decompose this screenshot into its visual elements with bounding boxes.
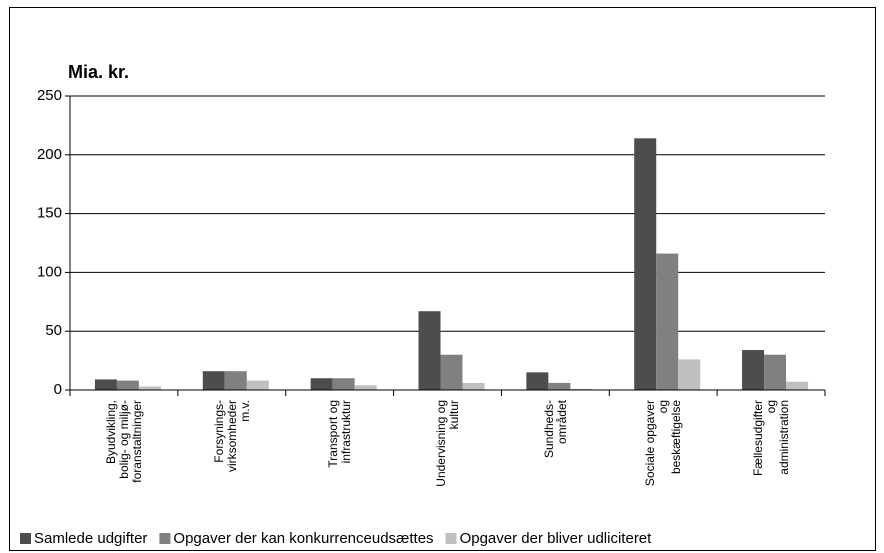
x-tick-label: Sociale opgaverogbeskæftigelse <box>643 400 683 486</box>
bar <box>786 381 809 390</box>
bar <box>310 378 333 390</box>
bar <box>246 380 269 390</box>
y-tick-label: 50 <box>45 322 62 339</box>
bar <box>678 359 701 390</box>
x-tick-label: Fællesudgifterogadministration <box>751 400 791 476</box>
x-tick-label: Sundheds-området <box>542 399 569 458</box>
legend-label: Samlede udgifter <box>34 530 147 547</box>
legend-label: Opgaver der kan konkurrenceudsættes <box>173 530 433 547</box>
legend-swatch <box>445 533 457 544</box>
x-tick-label: Forsynings-virksomhederm.v. <box>212 400 252 472</box>
bar <box>418 311 441 390</box>
y-tick-label: 0 <box>54 381 62 398</box>
x-tick-label: Byudvikling,bolig- og miljø-foranstaltni… <box>104 400 144 483</box>
bar <box>526 372 549 390</box>
chart-frame <box>9 7 876 551</box>
bar <box>202 371 225 390</box>
bar <box>570 388 593 390</box>
bar <box>764 354 787 390</box>
x-tick-label: Transport oginfrastruktur <box>326 400 353 468</box>
y-tick-label: 200 <box>37 146 62 163</box>
bar <box>332 378 355 390</box>
x-tick-label: Undervisning ogkultur <box>434 400 461 487</box>
legend-label: Opgaver der bliver udliciteret <box>460 530 653 547</box>
y-tick-label: 150 <box>37 205 62 222</box>
bar <box>440 354 463 390</box>
bar <box>138 386 161 390</box>
bar <box>548 382 571 390</box>
bar <box>742 350 765 390</box>
bar <box>224 371 247 390</box>
bar <box>656 253 679 390</box>
y-tick-label: 100 <box>37 263 62 280</box>
y-axis-label: Mia. kr. <box>68 62 129 82</box>
y-tick-label: 250 <box>37 87 62 104</box>
legend-swatch <box>20 533 31 544</box>
bar <box>462 382 485 390</box>
bar <box>634 138 657 390</box>
bar <box>354 385 377 390</box>
bar <box>94 379 117 390</box>
legend-swatch <box>159 533 171 544</box>
bar <box>116 380 139 390</box>
